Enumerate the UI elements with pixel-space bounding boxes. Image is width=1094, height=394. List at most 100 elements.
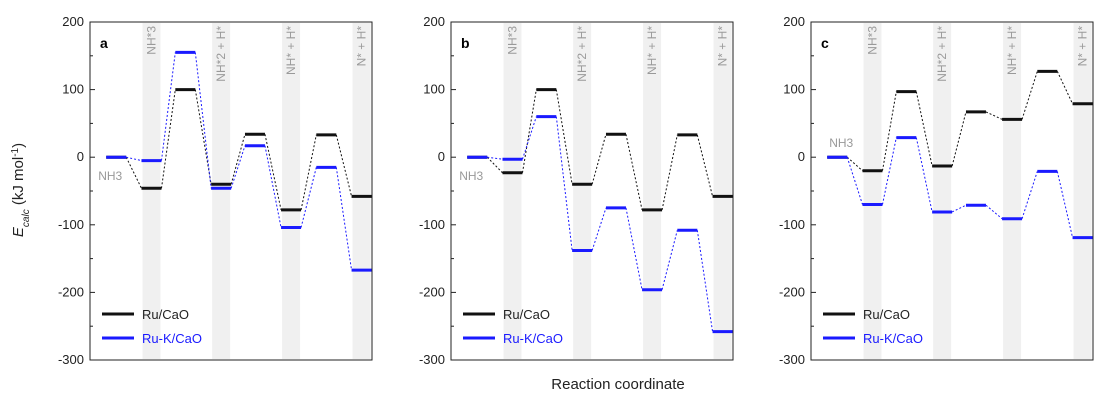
connector xyxy=(661,134,678,211)
band-3 xyxy=(643,23,662,359)
band-label-4: N* + H* xyxy=(1076,26,1090,67)
series-ru-cao xyxy=(827,69,1093,173)
y-axis-title: Ecalc (kJ mol-1) xyxy=(10,143,32,237)
y-tick-label: 100 xyxy=(62,82,84,97)
panel-a: 200 100 0 -100 -200 -300 a NH*3 NH*2 + H* NH* + H… xyxy=(58,14,373,367)
band-1 xyxy=(142,23,161,359)
nh3-gas-label: NH3 xyxy=(98,169,122,183)
connector xyxy=(555,116,573,251)
legend-label: Ru-K/CaO xyxy=(503,331,563,346)
connector xyxy=(591,207,607,251)
connector xyxy=(300,134,317,211)
y-tick-label: -300 xyxy=(419,352,445,367)
band-3 xyxy=(1003,23,1022,359)
band-label-3: NH* + H* xyxy=(645,26,659,75)
band-2 xyxy=(573,23,592,359)
connector xyxy=(160,89,176,189)
connector xyxy=(125,156,142,189)
nh3-gas-label: NH3 xyxy=(829,136,853,150)
connector xyxy=(591,134,607,185)
connector xyxy=(230,145,246,189)
nh3-gas-label: NH3 xyxy=(459,169,483,183)
connector xyxy=(1056,71,1074,105)
connector xyxy=(230,134,246,185)
band-label-3: NH* + H* xyxy=(1005,26,1019,75)
connector xyxy=(696,134,714,197)
series-ru-cao xyxy=(467,88,733,212)
connector xyxy=(881,91,897,171)
y-tick-label: -100 xyxy=(58,217,84,232)
plot-frame xyxy=(89,21,373,361)
band-4 xyxy=(352,23,371,359)
connector xyxy=(487,156,503,160)
y-tick-label: 200 xyxy=(62,14,84,29)
connector xyxy=(696,230,714,332)
legend-label: Ru/CaO xyxy=(503,307,550,322)
y-tick-label: -200 xyxy=(779,284,805,299)
band-label-2: NH*2 + H* xyxy=(214,26,228,82)
plot-frame xyxy=(450,21,734,361)
band-label-4: N* + H* xyxy=(716,26,730,67)
band-label-2: NH*2 + H* xyxy=(935,26,949,82)
connector xyxy=(1021,71,1038,120)
band-3 xyxy=(282,23,301,359)
connector xyxy=(846,157,863,205)
x-axis-title: Reaction coordinate xyxy=(551,376,684,393)
band-1 xyxy=(503,23,522,359)
band-label-1: NH*3 xyxy=(865,26,879,55)
connector xyxy=(846,156,863,172)
panel-letter: b xyxy=(461,35,470,51)
panel-letter: a xyxy=(100,35,108,51)
connector xyxy=(881,137,897,205)
connector xyxy=(522,116,537,160)
connector xyxy=(194,89,212,185)
connector xyxy=(661,230,678,290)
panel-letter: c xyxy=(821,35,829,51)
y-tick-label: -300 xyxy=(779,352,805,367)
y-tick-label: 100 xyxy=(783,82,805,97)
band-label-1: NH*3 xyxy=(505,26,519,55)
connector xyxy=(264,134,282,211)
band-4 xyxy=(713,23,732,359)
connector xyxy=(335,167,353,271)
connector xyxy=(625,134,643,211)
y-tick-label: 0 xyxy=(77,149,84,164)
y-tick-label: 100 xyxy=(423,82,445,97)
connector xyxy=(1056,171,1074,238)
connector xyxy=(951,204,967,213)
connector xyxy=(160,52,176,161)
panel-b: 200 100 0 -100 -200 -300 b NH*3 NH*2 + H* NH* + H… xyxy=(419,14,734,367)
series-ru-k-cao xyxy=(827,136,1093,240)
connector xyxy=(625,207,643,290)
band-label-1: NH*3 xyxy=(144,26,158,55)
connector xyxy=(126,156,142,162)
y-tick-label: 200 xyxy=(783,14,805,29)
series-ru-k-cao xyxy=(106,50,372,272)
connector xyxy=(985,204,1003,220)
connector xyxy=(335,134,353,197)
legend-label: Ru/CaO xyxy=(142,307,189,322)
connector xyxy=(985,111,1003,120)
connector xyxy=(915,137,933,213)
connector xyxy=(1021,171,1038,219)
band-1 xyxy=(863,23,882,359)
connector xyxy=(194,52,212,189)
y-tick-label: -100 xyxy=(779,217,805,232)
connector xyxy=(521,89,537,173)
y-tick-label: 200 xyxy=(423,14,445,29)
connector xyxy=(486,156,503,174)
series-ru-k-cao xyxy=(467,115,733,334)
band-2 xyxy=(212,23,231,359)
legend-label: Ru/CaO xyxy=(863,307,910,322)
y-tick-label: -300 xyxy=(58,352,84,367)
connector xyxy=(915,91,933,167)
y-tick-label: 0 xyxy=(438,149,445,164)
band-label-3: NH* + H* xyxy=(284,26,298,75)
y-tick-label: 0 xyxy=(798,149,805,164)
panel-c: 200 100 0 -100 -200 -300 c NH*3 NH*2 + H* NH* + H… xyxy=(779,14,1094,367)
connector xyxy=(264,145,282,228)
legend-label: Ru-K/CaO xyxy=(863,331,923,346)
band-label-2: NH*2 + H* xyxy=(575,26,589,82)
connector xyxy=(951,111,967,167)
